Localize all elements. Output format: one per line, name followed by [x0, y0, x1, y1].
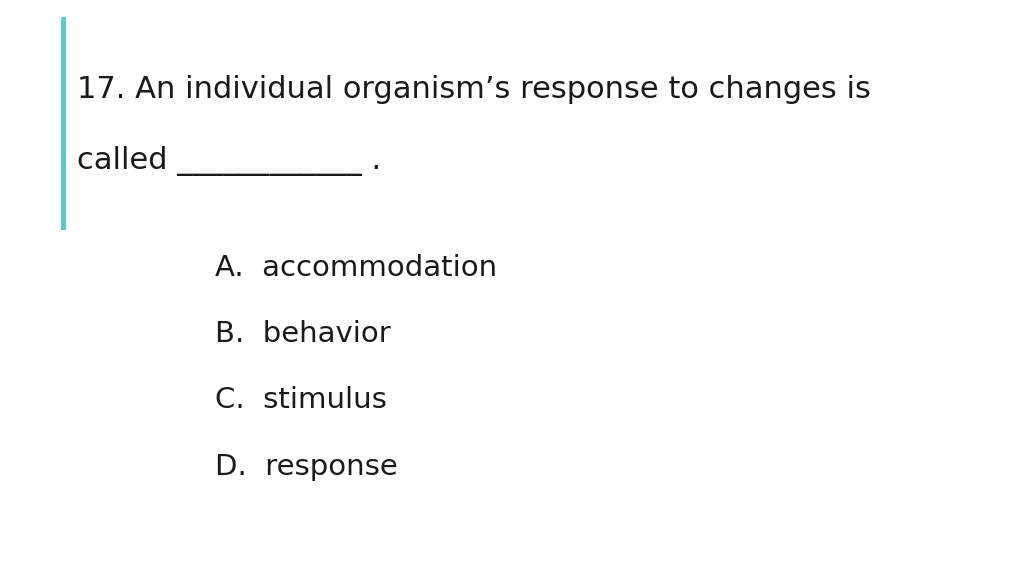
Text: called ____________ .: called ____________ .: [77, 146, 381, 176]
Text: A.  accommodation: A. accommodation: [215, 254, 498, 282]
Text: D.  response: D. response: [215, 453, 397, 480]
Text: B.  behavior: B. behavior: [215, 320, 391, 348]
Text: C.  stimulus: C. stimulus: [215, 386, 387, 414]
FancyBboxPatch shape: [61, 17, 66, 230]
Text: 17. An individual organism’s response to changes is: 17. An individual organism’s response to…: [77, 75, 870, 104]
